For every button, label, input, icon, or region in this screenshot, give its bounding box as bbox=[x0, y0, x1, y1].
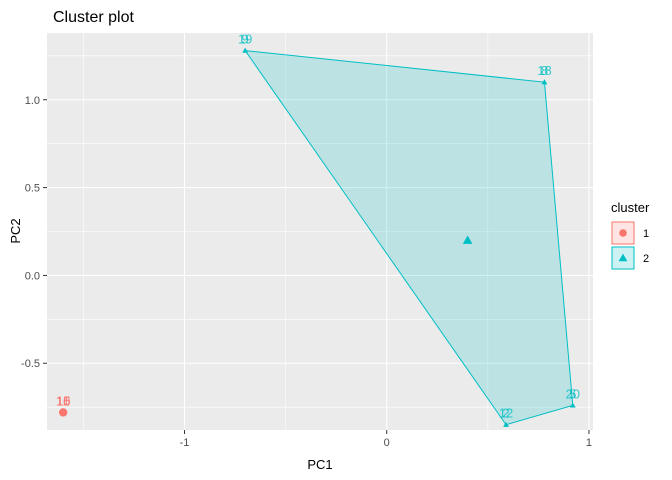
point-label-8: 8 bbox=[541, 63, 548, 78]
point-label-10: 10 bbox=[56, 393, 70, 408]
point-label-15: 15 bbox=[56, 393, 70, 408]
x-tick-label: 1 bbox=[586, 437, 592, 449]
y-axis-title: PC2 bbox=[8, 218, 23, 243]
point-label-11: 11 bbox=[56, 393, 70, 408]
point-label-2: 2 bbox=[502, 406, 509, 421]
y-tick-label: 0.0 bbox=[25, 270, 40, 282]
cluster-centers bbox=[58, 235, 473, 417]
point-label-18: 18 bbox=[537, 63, 551, 78]
point-label-12: 12 bbox=[499, 406, 513, 421]
legend-label-1: 1 bbox=[643, 228, 649, 240]
legend-marker-2 bbox=[618, 253, 628, 262]
chart-title: Cluster plot bbox=[53, 9, 134, 26]
point-label-9: 9 bbox=[242, 32, 249, 47]
y-tick-label: 1.0 bbox=[25, 95, 40, 107]
y-tick-label: -0.5 bbox=[21, 358, 40, 370]
x-axis: -1 0 1 bbox=[180, 430, 592, 449]
grid bbox=[47, 33, 593, 430]
point-label-5: 5 bbox=[569, 386, 576, 401]
x-tick-label: -1 bbox=[180, 437, 190, 449]
point-label-20: 20 bbox=[566, 386, 580, 401]
point-2-8 bbox=[541, 79, 548, 85]
cluster-center-2 bbox=[462, 235, 473, 244]
point-2-2 bbox=[503, 421, 509, 427]
legend: cluster 1 2 bbox=[611, 200, 650, 270]
x-tick-label: 0 bbox=[384, 437, 390, 449]
point-2-9 bbox=[242, 47, 248, 53]
legend-title: cluster bbox=[611, 200, 650, 215]
point-2-5 bbox=[570, 402, 576, 408]
legend-marker-1 bbox=[619, 229, 627, 237]
y-axis: -0.5 0.0 0.5 1.0 bbox=[21, 95, 47, 370]
y-tick-label: 0.5 bbox=[25, 183, 40, 195]
point-label-19: 19 bbox=[238, 32, 252, 47]
x-axis-title: PC1 bbox=[307, 457, 332, 472]
point-label-16: 16 bbox=[56, 393, 70, 408]
cluster-center-1 bbox=[58, 408, 68, 417]
legend-label-2: 2 bbox=[643, 253, 649, 265]
